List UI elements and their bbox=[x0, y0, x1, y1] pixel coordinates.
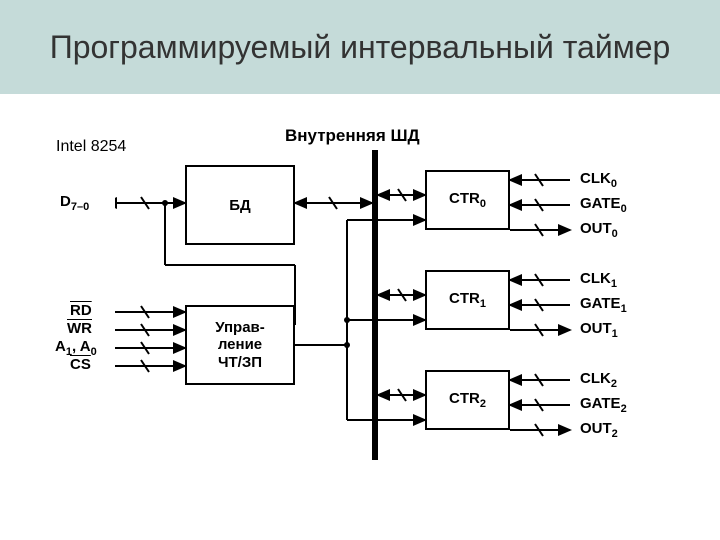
label-gate2: GATE2 bbox=[580, 395, 627, 415]
label-gate0: GATE0 bbox=[580, 195, 627, 215]
block-ctr0: CTR0 bbox=[425, 170, 510, 230]
block-bd: БД bbox=[185, 165, 295, 245]
label-a: A1, A0 bbox=[55, 338, 97, 358]
label-clk1: CLK1 bbox=[580, 270, 617, 290]
label-rd: RD bbox=[70, 302, 92, 319]
block-ctrl: Управ- ление ЧТ/ЗП bbox=[185, 305, 295, 385]
label-clk0: CLK0 bbox=[580, 170, 617, 190]
label-out1: OUT1 bbox=[580, 320, 618, 340]
block-diagram: Внутренняя ШД БД Управ- ление ЧТ/ЗП CTR0… bbox=[115, 130, 675, 510]
block-ctr2: CTR2 bbox=[425, 370, 510, 430]
label-gate1: GATE1 bbox=[580, 295, 627, 315]
label-wr: WR bbox=[67, 320, 92, 337]
block-ctr1: CTR1 bbox=[425, 270, 510, 330]
bus-label: Внутренняя ШД bbox=[285, 126, 420, 146]
label-clk2: CLK2 bbox=[580, 370, 617, 390]
slide-title: Программируемый интервальный таймер bbox=[0, 0, 720, 94]
label-cs: CS bbox=[70, 356, 91, 373]
label-out0: OUT0 bbox=[580, 220, 618, 240]
label-d: D7–0 bbox=[60, 193, 89, 213]
title-text: Программируемый интервальный таймер bbox=[50, 28, 671, 66]
label-out2: OUT2 bbox=[580, 420, 618, 440]
